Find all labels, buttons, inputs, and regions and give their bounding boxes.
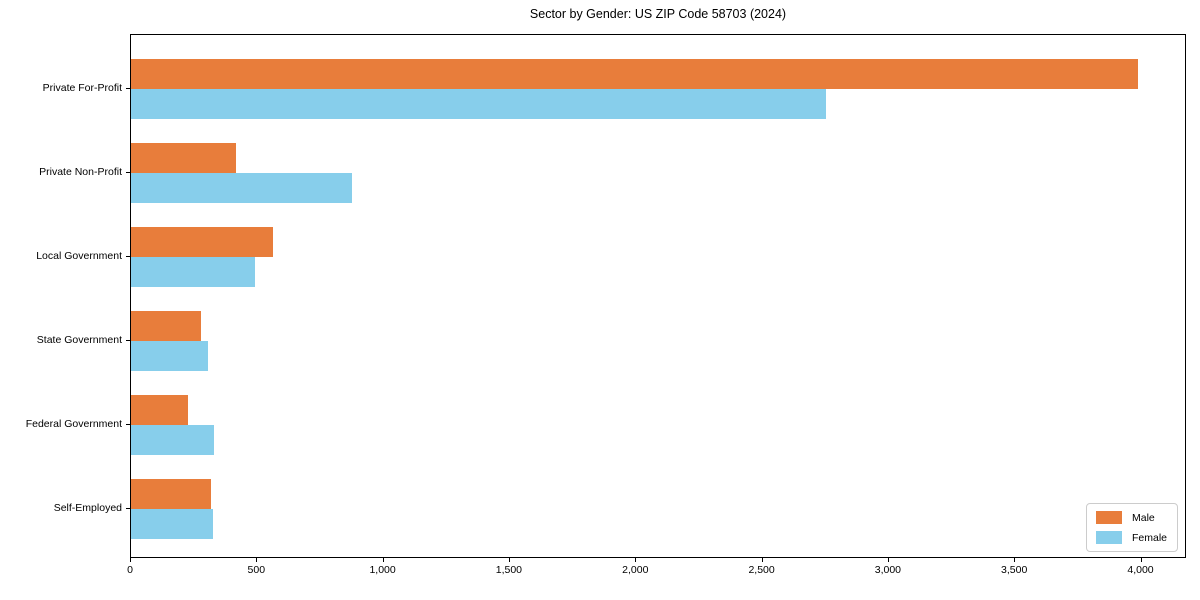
plot-area: Male Female — [130, 34, 1186, 558]
x-tick-label: 0 — [127, 564, 133, 576]
y-tick-label: Local Government — [36, 250, 122, 262]
x-tick-mark — [887, 558, 889, 562]
legend: Male Female — [1085, 503, 1178, 552]
legend-swatch-male — [1095, 511, 1122, 524]
x-tick-mark — [256, 558, 258, 562]
y-tick-mark — [126, 340, 130, 341]
bar-male-2 — [131, 143, 236, 173]
bar-male-6 — [131, 479, 212, 509]
y-tick-label: Private Non-Profit — [39, 166, 122, 178]
x-tick-label: 4,000 — [1127, 564, 1154, 576]
bar-female-6 — [131, 509, 214, 539]
y-tick-mark — [126, 424, 130, 425]
y-tick-mark — [126, 256, 130, 257]
legend-label-female: Female — [1131, 531, 1167, 544]
legend-row-female: Female — [1095, 531, 1167, 544]
x-tick-mark — [1140, 558, 1142, 562]
x-tick-label: 2,000 — [622, 564, 649, 576]
x-tick-mark — [761, 558, 763, 562]
chart-title: Sector by Gender: US ZIP Code 58703 (202… — [529, 7, 787, 21]
y-tick-mark — [126, 88, 130, 89]
bar-male-3 — [131, 227, 273, 257]
x-tick-label: 500 — [247, 564, 266, 576]
bar-male-1 — [131, 59, 1138, 89]
legend-row-male: Male — [1095, 511, 1167, 524]
y-tick-label: State Government — [36, 334, 122, 346]
x-tick-mark — [1014, 558, 1016, 562]
y-tick-label: Federal Government — [25, 418, 122, 430]
x-tick-mark — [382, 558, 384, 562]
bar-female-3 — [131, 257, 255, 287]
bar-female-1 — [131, 89, 826, 119]
y-tick-mark — [126, 172, 130, 173]
bar-male-5 — [131, 395, 188, 425]
x-tick-label: 3,000 — [874, 564, 902, 576]
x-tick-mark — [130, 558, 131, 562]
y-tick-mark — [126, 508, 130, 509]
legend-swatch-female — [1095, 531, 1122, 544]
x-tick-mark — [635, 558, 637, 562]
bar-female-5 — [131, 425, 215, 455]
bar-female-2 — [131, 173, 353, 203]
legend-label-male: Male — [1131, 511, 1155, 524]
bar-male-4 — [131, 311, 201, 341]
x-tick-mark — [508, 558, 510, 562]
y-tick-label: Self-Employed — [53, 502, 122, 514]
x-tick-label: 1,500 — [495, 564, 523, 576]
x-tick-label: 1,000 — [369, 564, 396, 576]
x-tick-label: 3,500 — [1001, 564, 1028, 576]
y-tick-label: Private For-Profit — [42, 82, 122, 94]
x-tick-label: 2,500 — [748, 564, 775, 576]
bar-female-4 — [131, 341, 209, 371]
